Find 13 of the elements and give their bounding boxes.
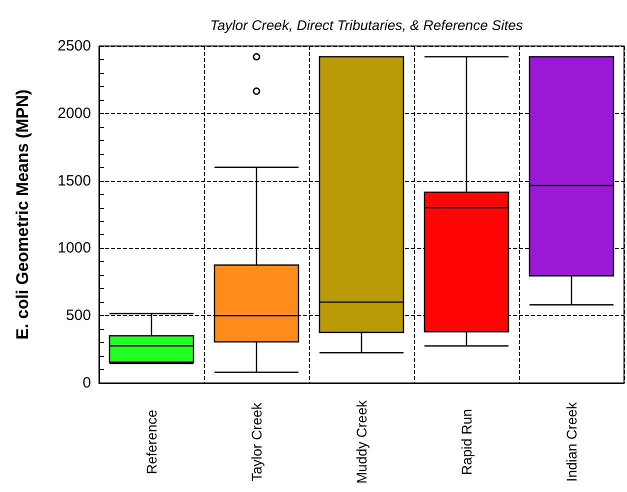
y-tick-label: 0	[82, 374, 91, 392]
y-tick-label: 2000	[58, 104, 91, 122]
chart-title: Taylor Creek, Direct Tributaries, & Reference Sites	[210, 17, 523, 33]
x-tick-label: Muddy Creek	[354, 399, 370, 484]
y-tick-label: 2500	[58, 38, 91, 54]
y-tick-label: 500	[66, 307, 91, 324]
x-tick-label: Taylor Creek	[248, 402, 264, 482]
y-tick-label: 1000	[58, 240, 91, 257]
x-tick-label: Indian Creek	[564, 401, 580, 482]
x-tick-label: Rapid Run	[458, 408, 474, 476]
y-tick-label: 1500	[58, 172, 91, 190]
x-tick-label: Reference	[144, 409, 160, 474]
y-axis-title: E. coli Geometric Means (MPN)	[13, 89, 32, 340]
